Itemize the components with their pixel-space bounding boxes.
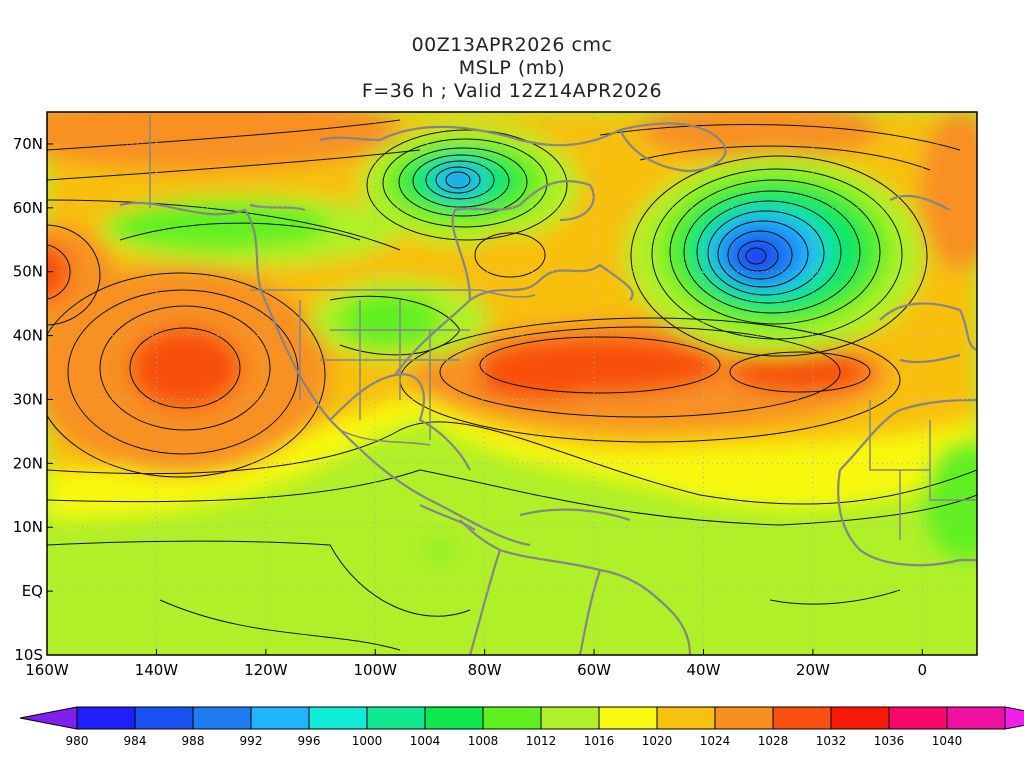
borders <box>149 115 977 540</box>
colorbar-label: 1004 <box>410 734 441 748</box>
colorbar-segment <box>946 706 1006 730</box>
x-tick-label: 0 <box>918 661 928 679</box>
colorbar-label: 1008 <box>468 734 499 748</box>
colorbar-under-arrow <box>19 706 78 730</box>
colorbar-label: 1020 <box>642 734 673 748</box>
y-tick-label: 50N <box>13 263 43 281</box>
title-valid-time: F=36 h ; Valid 12Z14APR2026 <box>361 80 663 102</box>
x-tick-label: 120W <box>244 661 288 679</box>
x-tick-label: 160W <box>25 661 69 679</box>
colorbar-segment <box>134 706 194 730</box>
x-tick-label: 80W <box>468 661 502 679</box>
colorbar-label: 988 <box>182 734 205 748</box>
colorbar-segment <box>482 706 542 730</box>
x-tick-label: 140W <box>135 661 179 679</box>
colorbar-segment <box>250 706 310 730</box>
x-tick-label: 100W <box>354 661 398 679</box>
colorbar-segment <box>888 706 948 730</box>
title-run: 00Z13APR2026 cmc <box>411 34 613 56</box>
colorbar-label: 1012 <box>526 734 557 748</box>
colorbar-segment <box>598 706 658 730</box>
x-tick-label: 20W <box>796 661 830 679</box>
colorbar-label: 1036 <box>874 734 905 748</box>
colorbar-segment <box>424 706 484 730</box>
colorbar-label: 1032 <box>816 734 847 748</box>
y-tick-label: 30N <box>13 390 43 408</box>
colorbar-segment <box>366 706 426 730</box>
colorbar-label: 1028 <box>758 734 789 748</box>
x-tick-label: 40W <box>687 661 721 679</box>
colorbar-over-arrow <box>1004 706 1024 730</box>
y-tick-label: 20N <box>13 454 43 472</box>
colorbar-segment <box>192 706 252 730</box>
colorbar-segment <box>772 706 832 730</box>
x-tick-label: 60W <box>577 661 611 679</box>
colorbar-label: 992 <box>240 734 263 748</box>
colorbar-label: 996 <box>298 734 321 748</box>
y-tick-label: 60N <box>13 199 43 217</box>
y-axis: 70N 60N 50N 40N 30N 20N 10N EQ 10S <box>13 135 53 664</box>
colorbar-segment <box>714 706 774 730</box>
colorbar-label: 1000 <box>352 734 383 748</box>
title-variable: MSLP (mb) <box>458 57 566 79</box>
colorbar-segment <box>656 706 716 730</box>
colorbar-label: 980 <box>66 734 89 748</box>
y-tick-label: EQ <box>22 582 43 600</box>
y-tick-label: 70N <box>13 135 43 153</box>
colorbar-segment <box>308 706 368 730</box>
colorbar-label: 1016 <box>584 734 615 748</box>
coastlines <box>119 122 977 655</box>
x-axis: 160W 140W 120W 100W 80W 60W 40W 20W 0 <box>25 649 927 679</box>
colorbar-label: 1040 <box>932 734 963 748</box>
map-frame <box>46 111 978 656</box>
colorbar-segment <box>830 706 890 730</box>
colorbar-segment <box>76 706 136 730</box>
colorbar-label: 984 <box>124 734 147 748</box>
colorbar: 980 984 988 992 996 1000 1004 1008 1012 1016 1020 1… <box>19 706 1024 748</box>
y-tick-label: 40N <box>13 327 43 345</box>
colorbar-label: 1024 <box>700 734 731 748</box>
y-tick-label: 10S <box>14 646 43 664</box>
y-tick-label: 10N <box>13 518 43 536</box>
colorbar-segment <box>540 706 600 730</box>
